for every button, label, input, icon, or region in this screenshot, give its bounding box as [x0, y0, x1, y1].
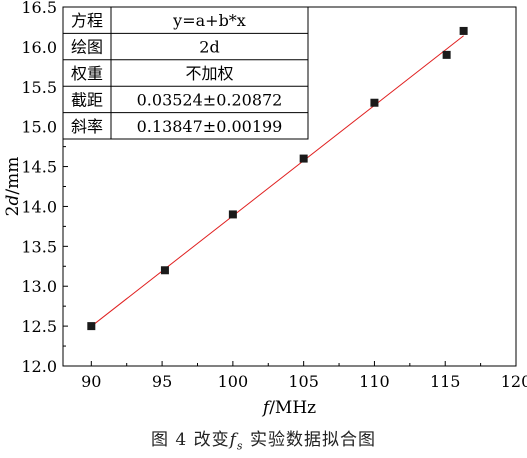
data-point: [299, 154, 308, 163]
fit-table-label: 权重: [71, 64, 103, 83]
fit-table-value: 不加权: [185, 64, 233, 83]
data-point: [370, 98, 379, 107]
data-point: [442, 50, 451, 59]
fit-table-label: 斜率: [71, 117, 103, 136]
fit-table-value: 0.03524±0.20872: [137, 90, 283, 109]
x-axis: 90 95 100 105 110 115 120: [81, 361, 527, 391]
y-tick-label: 14.5: [21, 158, 57, 177]
y-axis: 12.0 12.5 13.0 13.5 14.0 14.5 15.0 15.5 16.0 16.5: [21, 0, 68, 376]
y-tick-label: 12.5: [21, 317, 57, 336]
x-tick-label: 100: [218, 372, 249, 391]
x-axis-label: f/MHz: [261, 398, 316, 418]
y-tick-label: 15.0: [21, 118, 57, 137]
fit-table-label: 绘图: [71, 38, 103, 57]
data-point: [459, 26, 468, 35]
y-tick-label: 12.0: [21, 357, 57, 376]
y-tick-label: 13.5: [21, 237, 57, 256]
fit-table-label: 截距: [71, 90, 103, 109]
data-point: [160, 266, 169, 275]
x-tick-label: 90: [81, 372, 101, 391]
x-tick-label: 120: [501, 372, 527, 391]
x-tick-label: 110: [359, 372, 390, 391]
data-point: [228, 210, 237, 219]
figure-caption: 图 4 改变fs 实验数据拟合图: [151, 430, 376, 453]
fit-table-frame: [62, 6, 309, 140]
y-tick-label: 15.5: [21, 78, 57, 97]
fit-table-label: 方程: [71, 11, 103, 30]
fit-table-value: 0.13847±0.00199: [137, 117, 283, 136]
x-tick-label: 105: [288, 372, 319, 391]
y-axis-label: 2d/mm: [3, 157, 23, 217]
fit-line: [91, 35, 464, 327]
data-points: [87, 26, 468, 331]
y-tick-label: 16.5: [21, 0, 57, 17]
x-tick-label: 115: [430, 372, 461, 391]
data-point: [87, 322, 96, 331]
y-tick-label: 13.0: [21, 277, 57, 296]
x-tick-label: 95: [152, 372, 172, 391]
fit-table-value: 2d: [199, 38, 219, 57]
y-tick-label: 16.0: [21, 38, 57, 57]
y-tick-label: 14.0: [21, 197, 57, 216]
fit-table-value: y=a+b*x: [172, 11, 246, 30]
